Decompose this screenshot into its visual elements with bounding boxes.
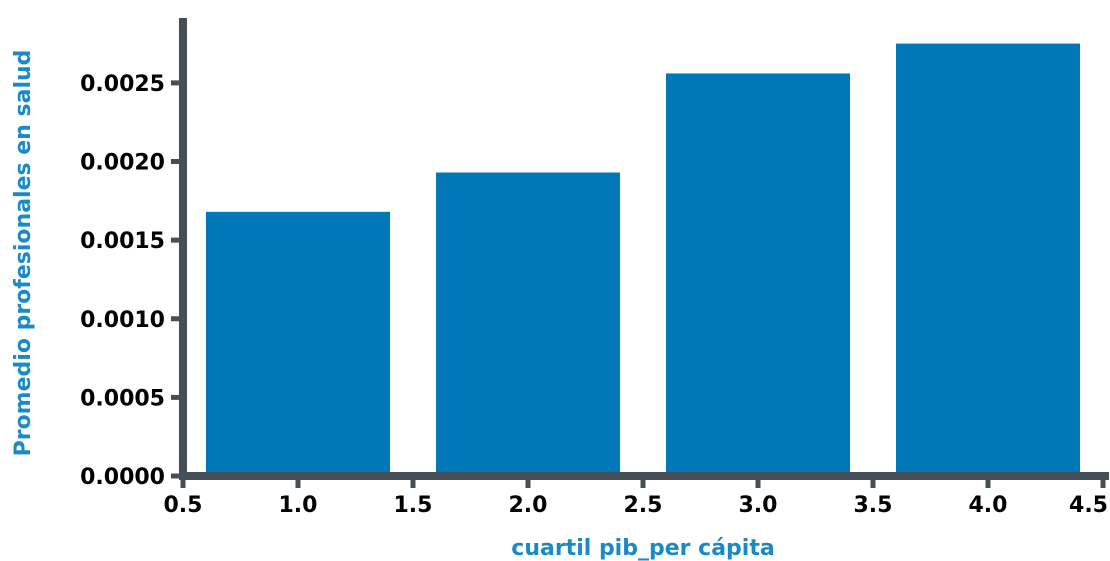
y-tick-label: 0.0010 (80, 308, 165, 333)
y-axis-title: Promedio profesionales en salud (11, 50, 36, 457)
bar-2 (436, 172, 620, 476)
y-tick-label: 0.0015 (80, 229, 165, 254)
bars-group (206, 43, 1080, 477)
bar-1 (206, 211, 390, 477)
x-tick-label: 2.5 (624, 493, 663, 518)
y-ticks-group: 0.0000 0.0005 0.0010 0.0015 0.0020 0.0025 (80, 72, 183, 490)
x-tick-label: 4.5 (1069, 493, 1108, 518)
bar-3 (666, 73, 850, 476)
x-tick-label: 4.0 (969, 493, 1008, 518)
x-tick-label: 2.0 (509, 493, 548, 518)
x-ticks-group: 0.5 1.0 1.5 2.0 2.5 3.0 3.5 4.0 4.5 (164, 476, 1108, 518)
y-tick-label: 0.0005 (80, 386, 165, 411)
y-tick-label: 0.0020 (80, 151, 165, 176)
x-tick-label: 3.0 (739, 493, 778, 518)
bar-4 (896, 43, 1080, 476)
x-axis-title: cuartil pib_per cápita (511, 536, 774, 561)
x-tick-label: 3.5 (854, 493, 893, 518)
x-tick-label: 0.5 (164, 493, 203, 518)
x-tick-label: 1.0 (279, 493, 318, 518)
x-tick-label: 1.5 (394, 493, 433, 518)
y-tick-label: 0.0000 (80, 465, 165, 490)
y-tick-label: 0.0025 (80, 72, 165, 97)
